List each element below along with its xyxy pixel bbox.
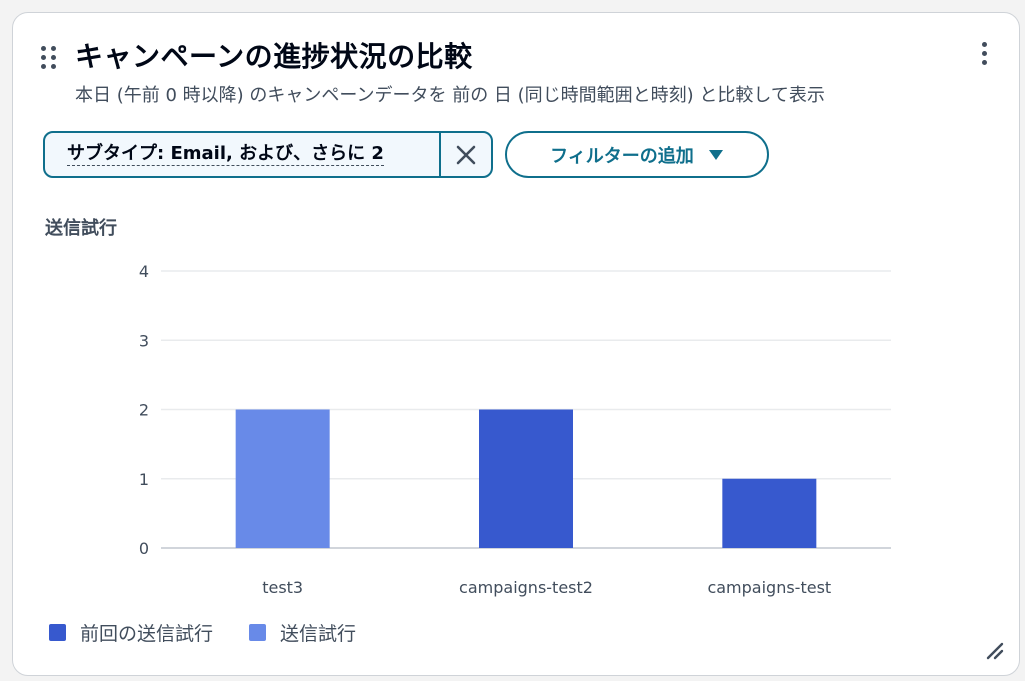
metric-label: 送信試行 — [45, 218, 117, 239]
widget-subtitle: 本日 (午前 0 時以降) のキャンペーンデータを 前の 日 (同じ時間範囲と時… — [75, 85, 825, 106]
y-tick-label: 0 — [139, 539, 149, 558]
bar-previous-campaigns-test — [722, 478, 817, 548]
more-vertical-icon[interactable] — [975, 39, 995, 69]
filter-token-label[interactable]: サブタイプ: Email, および、さらに 2 — [67, 143, 384, 166]
filter-token-remove-button[interactable] — [439, 133, 491, 176]
x-tick-label: test3 — [262, 578, 303, 597]
chart-legend: 前回の送信試行 送信試行 — [49, 619, 356, 646]
bar-previous-campaigns-test2 — [479, 409, 573, 548]
close-icon — [456, 145, 476, 164]
caret-down-icon — [708, 149, 723, 160]
y-tick-label: 2 — [139, 401, 149, 420]
add-filter-label: フィルターの追加 — [550, 145, 694, 167]
legend-item-previous[interactable]: 前回の送信試行 — [49, 619, 213, 646]
filter-token[interactable]: サブタイプ: Email, および、さらに 2 — [43, 131, 493, 178]
drag-handle-icon[interactable] — [41, 46, 57, 70]
widget-card: キャンペーンの進捗状況の比較 本日 (午前 0 時以降) のキャンペーンデータを… — [12, 12, 1020, 676]
resize-handle-icon[interactable] — [985, 641, 1005, 661]
y-tick-label: 4 — [139, 262, 149, 281]
legend-item-current[interactable]: 送信試行 — [249, 619, 356, 646]
legend-label-previous: 前回の送信試行 — [80, 623, 214, 645]
x-tick-label: campaigns-test — [707, 578, 831, 597]
legend-swatch-previous — [49, 624, 66, 641]
widget-title: キャンペーンの進捗状況の比較 — [75, 40, 473, 73]
add-filter-button[interactable]: フィルターの追加 — [505, 131, 769, 178]
bar-current-test3 — [235, 409, 330, 548]
bar-chart: 0 1 2 3 4 test3 campaigns-test2 campaigns-test — [139, 262, 891, 597]
filter-token-label-wrap[interactable]: サブタイプ: Email, および、さらに 2 — [45, 133, 439, 176]
legend-label-current: 送信試行 — [280, 623, 357, 645]
y-tick-label: 3 — [139, 331, 149, 350]
legend-swatch-current — [249, 624, 267, 641]
x-tick-label: campaigns-test2 — [459, 578, 593, 597]
y-tick-label: 1 — [139, 470, 149, 489]
